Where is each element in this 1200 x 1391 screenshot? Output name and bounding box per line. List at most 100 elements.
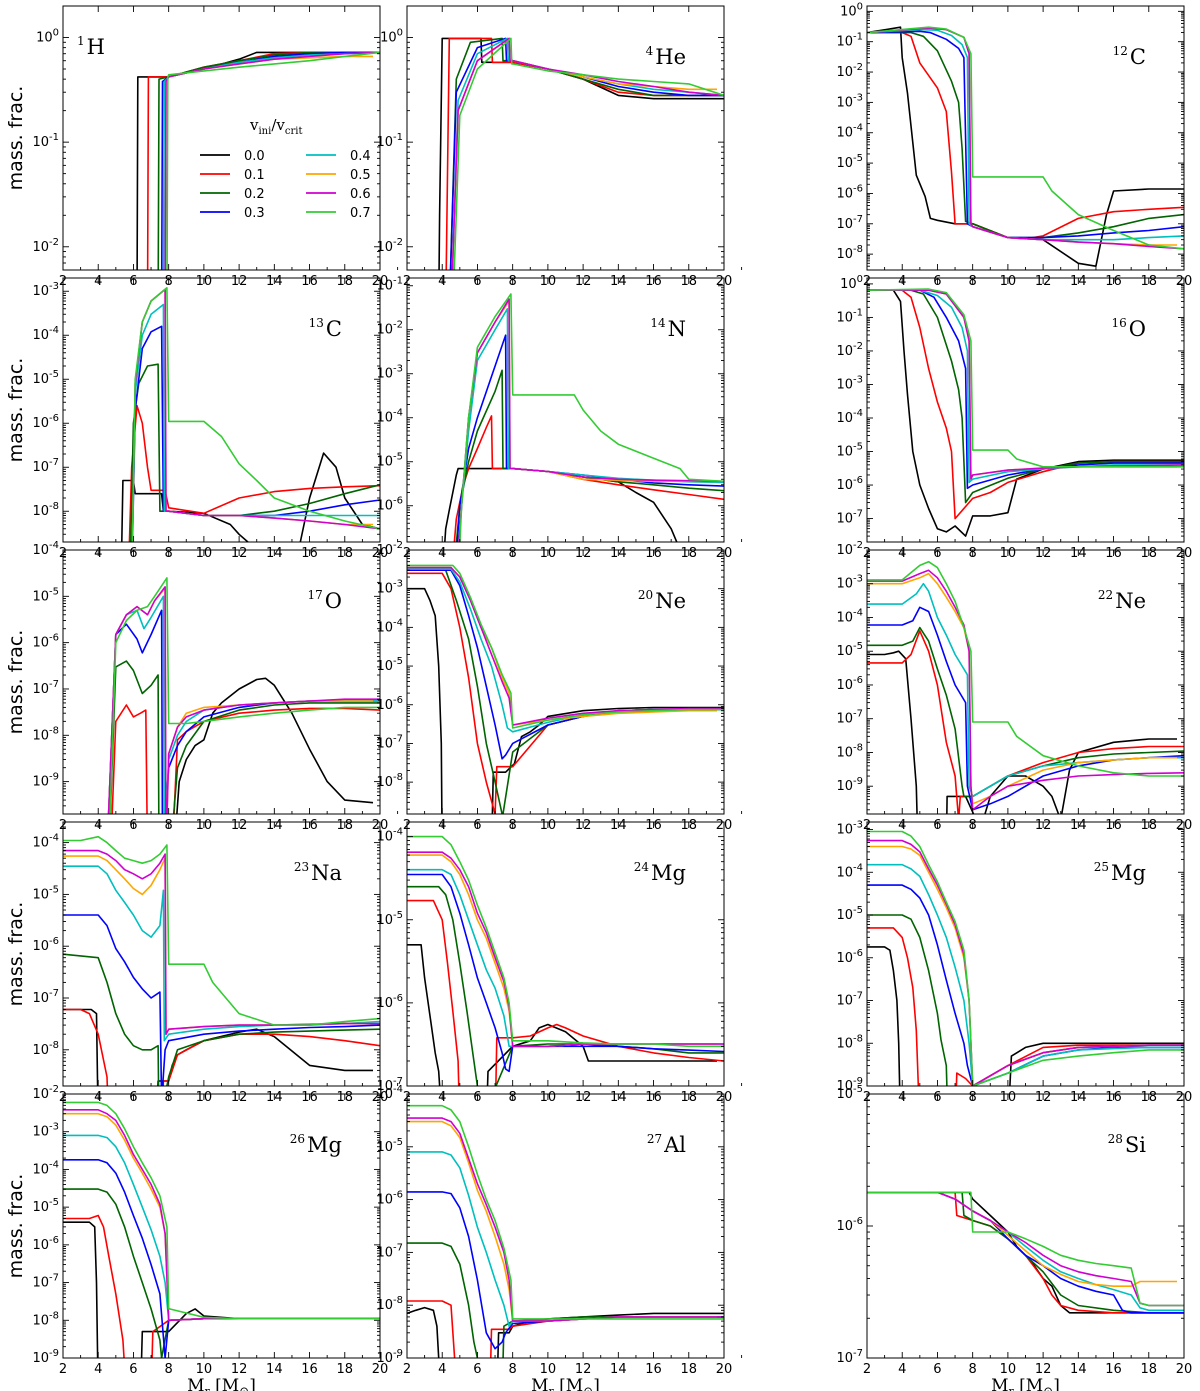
y-tick-label: 10-4	[376, 827, 403, 845]
y-tick-label: 10-6	[836, 1216, 863, 1234]
y-tick-label: 10-1	[376, 276, 403, 294]
y-tick-label: 10-5	[32, 586, 59, 604]
series-line-0.2	[867, 289, 1184, 504]
series-line-0.4	[867, 863, 1184, 1086]
y-tick-label: 10-4	[376, 617, 403, 635]
y-tick-label: 10-8	[836, 742, 863, 760]
y-tick-label: 10-4	[32, 325, 59, 343]
y-tick-label: 10-4	[32, 1159, 59, 1177]
y-tick-label: 10-2	[836, 540, 863, 558]
panel-Si28: 2 4 6 8 10 12 14 16 18 20 10-7 10-6 10-5 28Si Mr [M⊙]	[836, 1084, 1192, 1391]
series-line-0.7	[63, 1101, 380, 1320]
x-tick-label: 10	[196, 1362, 213, 1377]
y-tick-label: 10-7	[376, 1076, 403, 1094]
isotope-label: 17O	[308, 588, 343, 613]
series-line-0.6	[407, 1117, 724, 1322]
series-line-0.4	[867, 289, 1184, 484]
x-tick-label: 8	[165, 1362, 173, 1377]
curves	[867, 26, 1184, 267]
series-line-0.3	[63, 1159, 380, 1358]
x-tick-label: 18	[1141, 1362, 1158, 1377]
y-axis-label: mass. frac.	[5, 1174, 27, 1279]
series-line-0.2	[109, 660, 380, 814]
series-line-0.2	[63, 953, 380, 1086]
y-tick-label: 10-9	[376, 1348, 403, 1366]
isotope-label: 25Mg	[1094, 860, 1146, 885]
series-line-0.0	[867, 650, 1177, 814]
series-line-0.7	[453, 37, 724, 270]
y-tick-label: 10-6	[32, 633, 59, 651]
y-tick-label: 10-4	[836, 123, 863, 141]
y-tick-label: 10-4	[376, 1084, 403, 1102]
x-tick-label: 10	[540, 1362, 557, 1377]
series-line-0.2	[867, 31, 1184, 239]
series-line-0.4	[407, 1151, 724, 1327]
y-tick-label: 10-3	[376, 364, 403, 382]
series-line-0.7	[131, 287, 380, 542]
series-line-0.4	[63, 865, 380, 1042]
y-tick-label: 10-1	[32, 132, 59, 150]
y-tick-label: 10-6	[836, 675, 863, 693]
y-axis-label: mass. frac.	[5, 358, 27, 463]
y-tick-label: 10-4	[836, 862, 863, 880]
panel-Mg26: 2 4 6 8 10 12 14 16 18 20 10-9 10-8 10-7 10-6 10-5 10-4…	[5, 1084, 399, 1391]
x-tick-label: 12	[575, 1362, 592, 1377]
y-tick-label: 10-9	[836, 776, 863, 794]
y-tick-label: 10-6	[32, 413, 59, 431]
series-line-0.6	[458, 298, 724, 542]
y-tick-label: 10-8	[32, 1310, 59, 1328]
series-line-0.3	[867, 289, 1184, 490]
y-tick-label: 10-3	[376, 579, 403, 597]
x-tick-label: 14	[266, 1362, 283, 1377]
series-line-0.7	[867, 26, 1184, 250]
series-line-0.2	[407, 885, 724, 1086]
isotope-label: 16O	[1112, 316, 1147, 341]
series-line-0.1	[146, 51, 380, 270]
y-tick-label: 10-3	[836, 820, 863, 838]
isotope-label: 20Ne	[638, 588, 686, 613]
series-line-0.1	[63, 1214, 380, 1358]
legend: vini/vcrit 0.0 0.1 0.2 0.3 0.4 0.5 0.6 0.7	[200, 116, 371, 221]
isotope-label: 4He	[646, 44, 686, 69]
y-tick-label: 100	[840, 1, 863, 19]
isotope-label: 1H	[77, 34, 105, 59]
series-line-0.3	[131, 325, 380, 542]
x-tick-label: 14	[610, 1362, 627, 1377]
y-tick-label: 10-8	[836, 244, 863, 262]
x-tick-label: 16	[1105, 1362, 1122, 1377]
y-tick-label: 100	[380, 28, 403, 46]
y-tick-label: 10-4	[376, 408, 403, 426]
series-line-0.0	[63, 1221, 380, 1358]
x-tick-label: 8	[509, 1362, 517, 1377]
y-tick-label: 10-9	[836, 1076, 863, 1094]
y-tick-label: 10-5	[32, 1197, 59, 1215]
series-line-0.0	[867, 289, 1184, 537]
x-tick-label: 20	[716, 1362, 733, 1377]
series-line-0.3	[63, 914, 380, 1086]
y-tick-label: 10-8	[32, 725, 59, 743]
y-tick-label: 10-6	[376, 496, 403, 514]
panel-C12: 2 4 6 8 10 12 14 16 18 2010-810-710-610-510-410-3…	[836, 1, 1192, 289]
x-tick-label: 8	[969, 1362, 977, 1377]
x-axis-label: Mr [M⊙]	[187, 1376, 256, 1391]
curves	[867, 830, 1184, 1086]
curves	[407, 564, 724, 814]
y-tick-label: 10-5	[836, 641, 863, 659]
y-tick-label: 10-1	[376, 132, 403, 150]
series-line-0.0	[407, 944, 717, 1086]
x-tick-label: 4	[94, 1362, 102, 1377]
series-line-0.4	[107, 595, 380, 814]
x-tick-label: 4	[438, 1362, 446, 1377]
curves	[444, 293, 724, 542]
series-line-0.1	[867, 927, 1184, 1086]
y-tick-label: 10-7	[376, 1242, 403, 1260]
series-line-0.3	[160, 51, 380, 270]
y-tick-label: 10-5	[376, 910, 403, 928]
y-tick-label: 10-4	[836, 607, 863, 625]
x-axis-label: Mr [M⊙]	[531, 1376, 600, 1391]
y-tick-label: 10-5	[836, 153, 863, 171]
y-tick-label: 10-5	[32, 884, 59, 902]
series-line-0.7	[63, 835, 380, 1026]
y-tick-label: 10-6	[376, 695, 403, 713]
isotope-label: 27Al	[647, 1132, 686, 1157]
